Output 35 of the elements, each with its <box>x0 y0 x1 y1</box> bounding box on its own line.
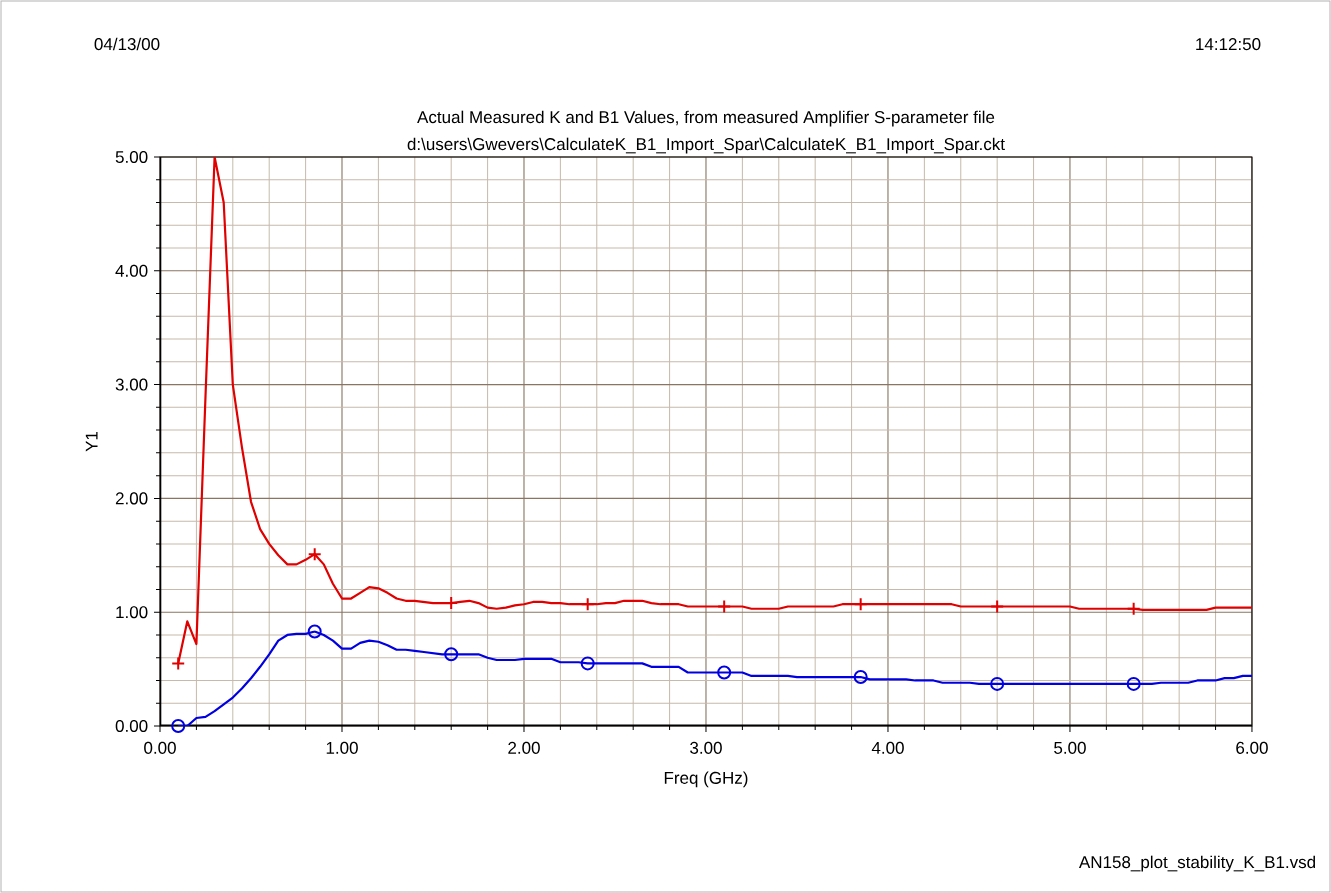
point <box>580 656 595 671</box>
text: 04/13/00 <box>94 37 160 51</box>
x-tick-label: 3.00 <box>690 741 722 754</box>
x-tick-label: 2.00 <box>508 741 540 754</box>
text: 14:12:50 <box>1196 38 1261 51</box>
point <box>990 599 1005 614</box>
x-tick-label: 4.00 <box>871 741 904 754</box>
y-axis-title: Y1 <box>85 431 98 452</box>
chart-subtitle: d:\users\Gwevers\CalculateK_B1_Import_Spar\CalculateK_B1_Import_Spar.ckt <box>407 137 1005 154</box>
y-tick-label: 4.00 <box>115 264 148 277</box>
y-tick-label: 0.00 <box>115 719 148 733</box>
x-axis-title: Freq (GHz) <box>664 771 748 788</box>
point <box>307 624 322 639</box>
point <box>1126 601 1141 616</box>
point <box>853 597 868 612</box>
point <box>307 547 322 562</box>
y-tick-label: 5.00 <box>115 150 148 164</box>
point <box>1126 676 1141 691</box>
point <box>990 676 1005 691</box>
x-tick-label: 6.00 <box>1236 741 1268 754</box>
x-tick-label: 1.00 <box>326 741 358 754</box>
x-tick-label: 5.00 <box>1054 741 1086 754</box>
point <box>717 665 732 680</box>
point <box>171 656 186 671</box>
point <box>444 647 459 662</box>
x-tick-label: 0.00 <box>144 741 176 754</box>
point <box>580 597 595 612</box>
point <box>171 718 186 733</box>
point <box>717 599 732 614</box>
y-tick-label: 1.00 <box>116 606 148 619</box>
point <box>853 670 868 685</box>
chart-title: Actual Measured K and B1 Values, from measured Amplifier S-parameter file <box>417 110 995 127</box>
y-tick-label: 2.00 <box>115 492 148 505</box>
text: AN158_plot_stability_K_B1.vsd <box>1078 855 1316 872</box>
y-tick-label: 3.00 <box>115 378 148 391</box>
